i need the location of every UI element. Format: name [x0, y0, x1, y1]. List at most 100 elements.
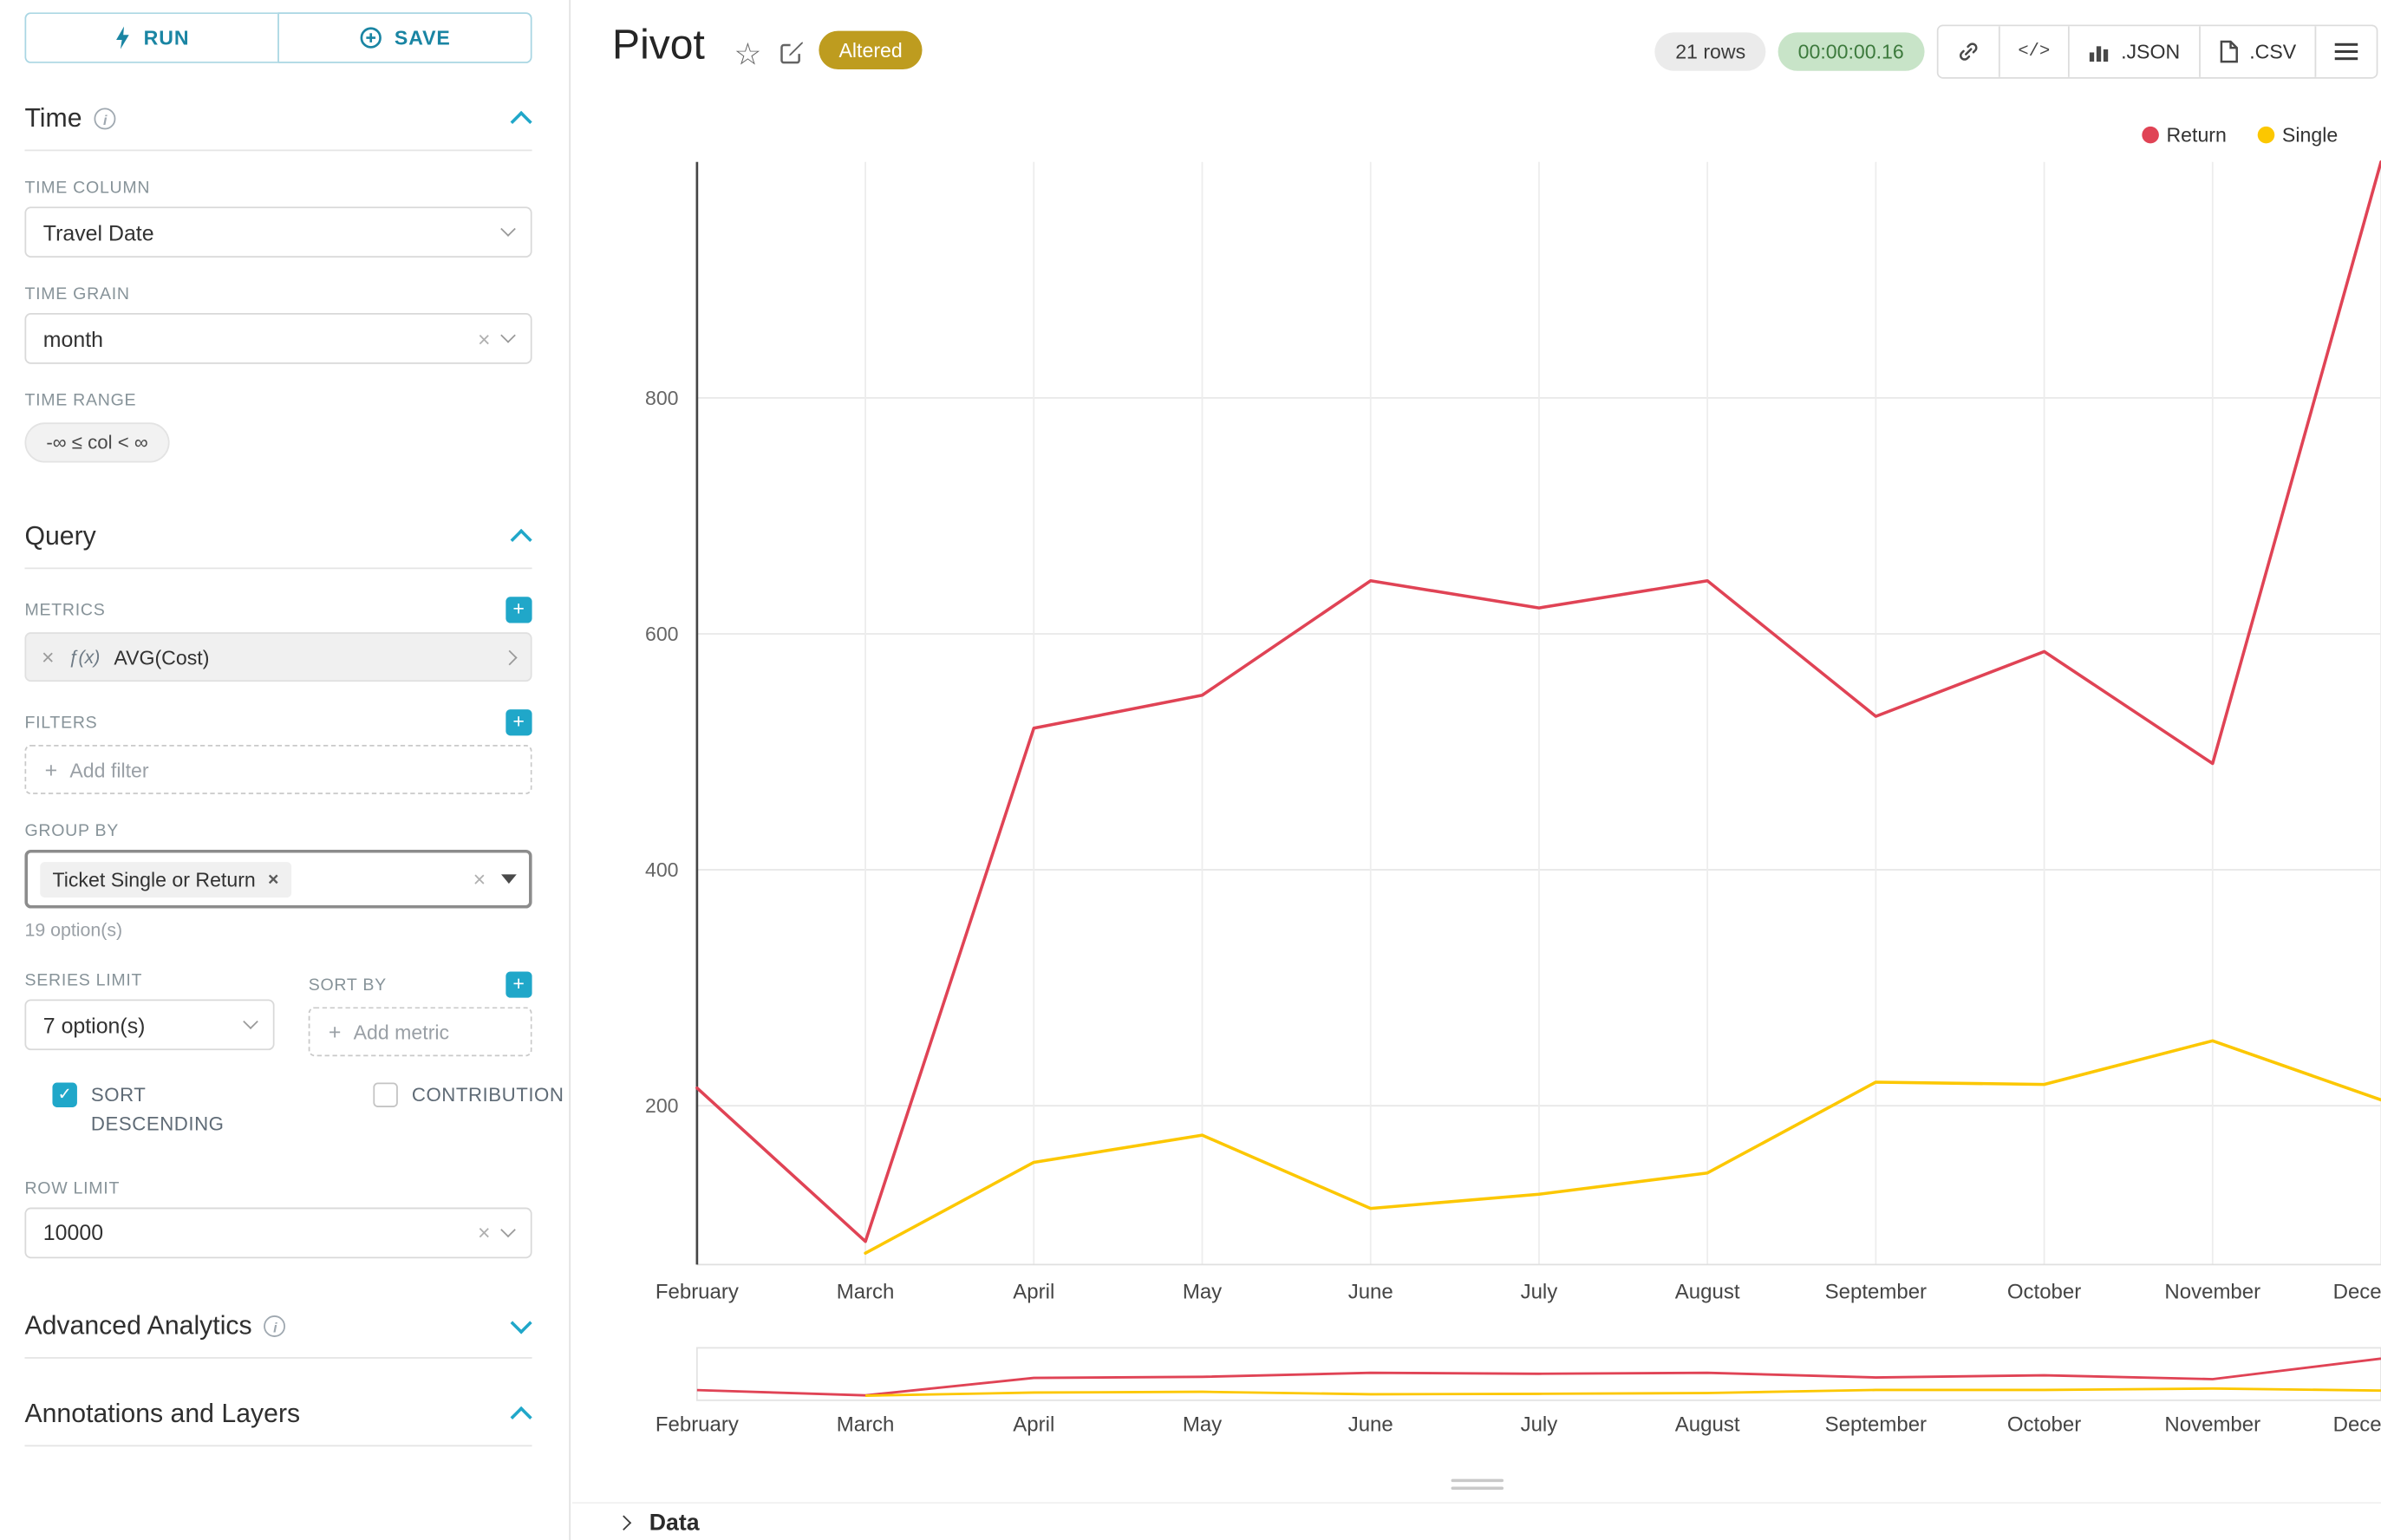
clear-icon[interactable]: × [473, 866, 486, 891]
export-csv-button[interactable]: .CSV [2198, 26, 2315, 77]
export-json-label: .JSON [2121, 40, 2181, 63]
bolt-icon [116, 26, 130, 49]
x-axis-label: March [837, 1280, 895, 1303]
mini-x-axis-label: October [2007, 1413, 2081, 1436]
plus-icon: + [44, 757, 58, 782]
add-sort-metric-button[interactable]: + Add metric [308, 1007, 532, 1057]
chevron-down-icon [500, 221, 516, 237]
view-query-button[interactable]: </> [1998, 26, 2069, 77]
sort-descending-option: ✓ SORT DESCENDING [52, 1081, 302, 1139]
time-grain-select[interactable]: month × [24, 313, 532, 364]
mini-series-line-single [865, 1387, 2381, 1397]
chart-title: Pivot [612, 21, 705, 69]
control-panel: RUN SAVE Time i TIME COLUMN Travel [0, 0, 571, 1540]
add-filter-plus-button[interactable]: + [506, 709, 532, 736]
legend-item-return[interactable]: Return [2142, 123, 2227, 147]
resize-handle[interactable] [1450, 1474, 1504, 1494]
group-by-select[interactable]: Ticket Single or Return × × [24, 849, 532, 909]
sort-descending-label: SORT DESCENDING [90, 1084, 225, 1135]
chevron-right-icon [501, 649, 518, 665]
caret-down-icon [501, 874, 517, 884]
group-by-tag-label: Ticket Single or Return [52, 867, 256, 891]
plus-circle-icon [360, 27, 382, 49]
series-limit-value: 7 option(s) [42, 1012, 146, 1038]
chevron-down-icon [500, 1221, 516, 1237]
chevron-down-icon [500, 328, 516, 343]
time-range-pill[interactable]: -∞ ≤ col < ∞ [24, 422, 170, 463]
main-line-chart: 200 400 600 800 February March April May June Jul… [645, 160, 2381, 1303]
chevron-right-icon [616, 1514, 632, 1530]
remove-tag-icon[interactable]: × [268, 868, 279, 891]
y-axis-tick-label: 600 [645, 623, 679, 645]
run-button[interactable]: RUN [24, 12, 278, 63]
add-metric-placeholder: Add metric [353, 1020, 450, 1044]
clear-icon[interactable]: × [477, 1219, 491, 1245]
overview-brush-chart[interactable]: February March April May June July August Septe… [588, 1341, 2381, 1443]
group-by-options-hint: 19 option(s) [24, 918, 123, 941]
chevron-down-icon [243, 1014, 258, 1030]
annotations-section-header[interactable]: Annotations and Layers [24, 1392, 532, 1446]
add-filter-placeholder: Add filter [69, 758, 149, 781]
export-json-button[interactable]: .JSON [2068, 26, 2199, 77]
x-axis-label: November [2164, 1280, 2260, 1303]
series-limit-label: SERIES LIMIT [24, 971, 143, 990]
edit-title-icon[interactable] [779, 38, 805, 72]
file-icon [2220, 40, 2238, 63]
contribution-option: CONTRIBUTION [373, 1081, 564, 1139]
add-sort-metric-plus-button[interactable]: + [506, 971, 532, 998]
run-save-group: RUN SAVE [24, 12, 532, 63]
query-section-title: Query [24, 521, 96, 551]
advanced-analytics-section-header[interactable]: Advanced Analytics i [24, 1304, 532, 1358]
mini-x-axis-label: February [656, 1413, 739, 1436]
sort-descending-checkbox[interactable]: ✓ [52, 1082, 77, 1107]
x-axis-label: September [1825, 1280, 1927, 1303]
metric-pill[interactable]: × ƒ(x) AVG(Cost) [24, 632, 532, 682]
query-section-header[interactable]: Query [24, 515, 532, 570]
metrics-label: METRICS + [24, 597, 532, 623]
bar-chart-icon [2090, 45, 2109, 62]
favorite-star-icon[interactable]: ☆ [734, 38, 762, 73]
save-button-label: SAVE [394, 26, 451, 49]
row-limit-label: ROW LIMIT [24, 1178, 121, 1197]
clear-icon[interactable]: × [477, 326, 491, 351]
info-icon: i [94, 108, 116, 130]
contribution-checkbox[interactable] [373, 1082, 398, 1107]
time-section-header[interactable]: Time i [24, 97, 532, 152]
add-filter-button[interactable]: + Add filter [24, 745, 532, 794]
y-axis-tick-label: 800 [645, 387, 679, 409]
more-options-button[interactable] [2314, 26, 2377, 77]
legend-dot-return [2142, 126, 2159, 144]
x-axis-label: July [1521, 1280, 1558, 1303]
metric-value: AVG(Cost) [114, 645, 210, 669]
hamburger-menu-icon [2334, 42, 2358, 61]
save-button[interactable]: SAVE [277, 12, 532, 63]
altered-badge: Altered [819, 30, 923, 70]
run-button-label: RUN [143, 26, 190, 49]
mini-x-axis-label: December [2333, 1413, 2381, 1436]
mini-x-axis-label: May [1183, 1413, 1222, 1436]
add-metric-plus-button[interactable]: + [506, 597, 532, 623]
remove-metric-icon[interactable]: × [42, 644, 55, 669]
x-axis-label: May [1183, 1280, 1222, 1303]
legend-label: Return [2166, 123, 2227, 147]
mini-series-line-return [696, 1357, 2381, 1397]
sort-by-label: SORT BY + [309, 971, 532, 998]
row-count-badge: 21 rows [1655, 32, 1766, 71]
legend-item-single[interactable]: Single [2257, 123, 2338, 147]
short-link-button[interactable] [1937, 26, 1999, 77]
row-limit-select[interactable]: 10000 × [24, 1206, 532, 1258]
row-limit-value: 10000 [42, 1219, 104, 1245]
time-column-value: Travel Date [42, 219, 154, 245]
series-limit-select[interactable]: 7 option(s) [24, 999, 275, 1051]
time-column-select[interactable]: Travel Date [24, 206, 532, 258]
chevron-up-icon [510, 528, 532, 551]
x-axis-label: August [1675, 1280, 1740, 1303]
x-axis-label: February [656, 1280, 739, 1303]
timer-badge: 00:00:00.16 [1778, 32, 1924, 71]
info-icon: i [264, 1315, 286, 1337]
y-axis-tick-label: 200 [645, 1094, 679, 1117]
data-panel-toggle[interactable]: Data [571, 1502, 2381, 1540]
group-by-label: GROUP BY [24, 821, 120, 841]
legend-label: Single [2281, 123, 2339, 147]
